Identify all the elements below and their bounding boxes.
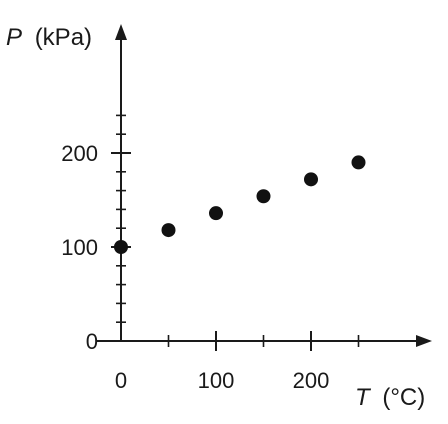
data-points — [114, 155, 366, 254]
y-tick-label: 0 — [86, 329, 98, 354]
x-tick-label: 200 — [293, 368, 330, 393]
y-tick-label: 100 — [61, 235, 98, 260]
y-tick-label: 200 — [61, 141, 98, 166]
x-axis-title: T (°C) — [355, 384, 425, 411]
data-point — [256, 189, 271, 204]
data-point — [351, 155, 366, 170]
ticks — [111, 114, 360, 351]
data-point — [209, 206, 223, 221]
axes — [96, 24, 432, 347]
y-axis-symbol: P — [6, 24, 22, 51]
x-tick-label: 0 — [115, 368, 127, 393]
y-axis-unit: (kPa) — [35, 24, 92, 51]
tick-labels: 0 100 200 0 100 200 — [61, 141, 329, 393]
data-point — [114, 240, 128, 254]
y-axis-title: P (kPa) — [6, 24, 92, 51]
x-axis-arrow — [416, 335, 432, 347]
x-axis-symbol: T — [355, 384, 372, 411]
data-point — [304, 172, 318, 187]
x-tick-label: 100 — [198, 368, 235, 393]
x-axis-unit: (°C) — [382, 384, 425, 411]
y-axis-arrow — [115, 24, 127, 40]
data-point — [161, 223, 176, 238]
